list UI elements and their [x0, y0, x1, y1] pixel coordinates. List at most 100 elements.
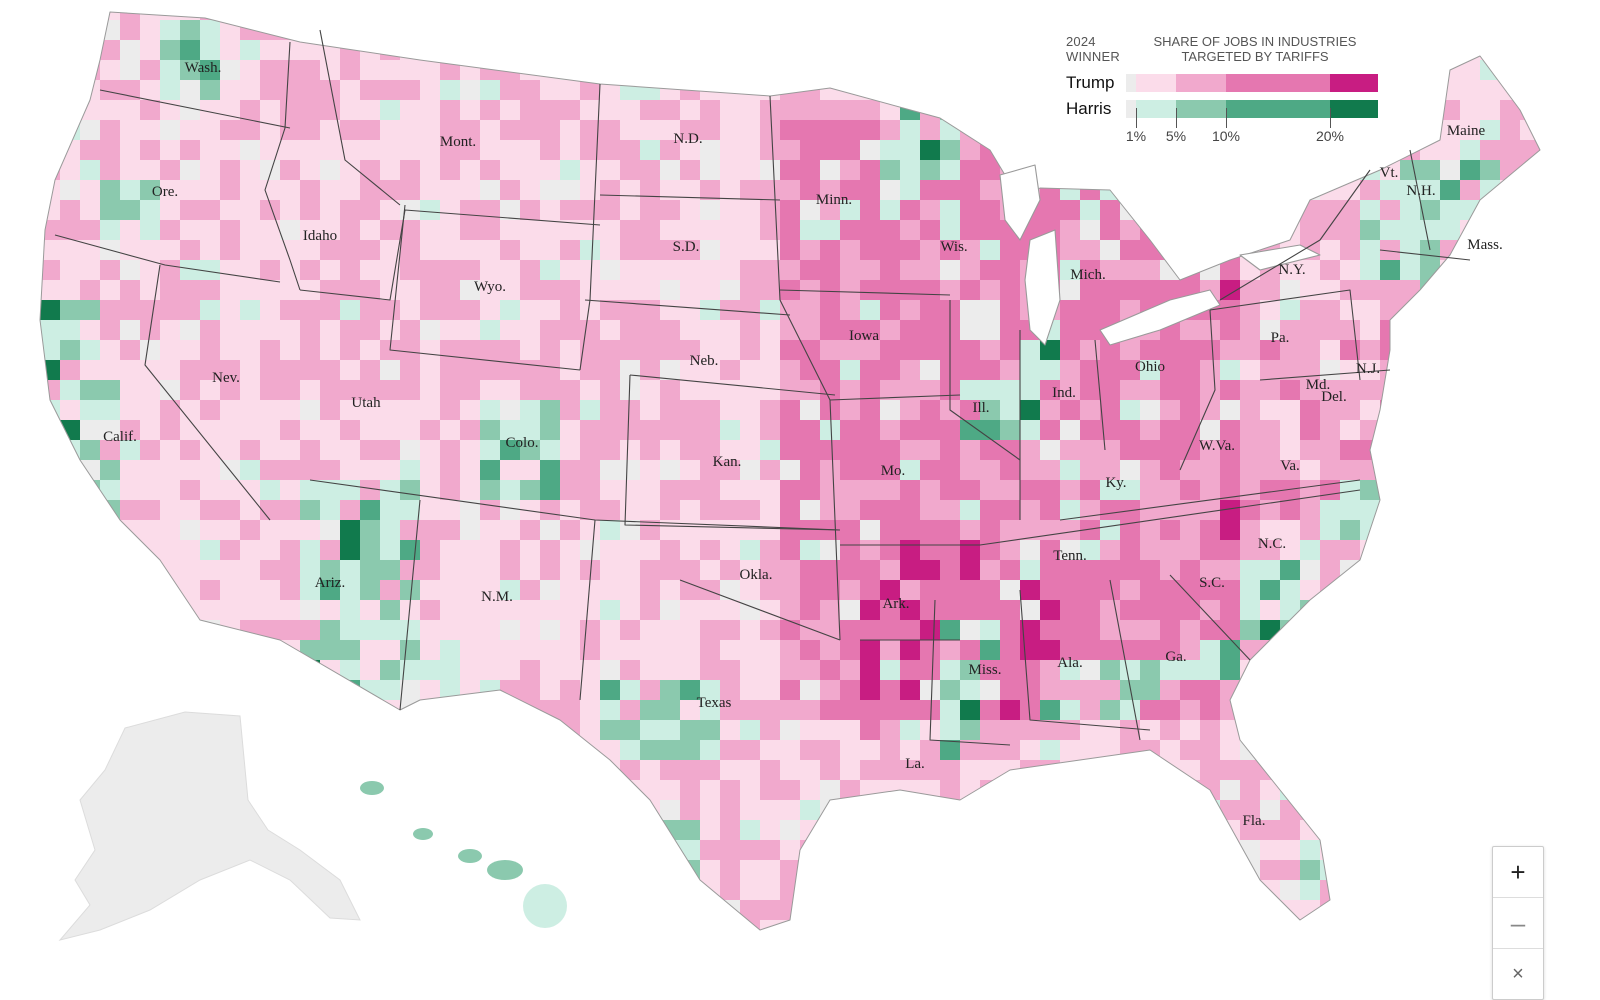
county-cell[interactable]	[260, 920, 280, 940]
county-cell[interactable]	[380, 700, 400, 740]
county-cell[interactable]	[1540, 720, 1560, 740]
county-cell[interactable]	[1120, 240, 1140, 260]
county-cell[interactable]	[40, 0, 60, 20]
county-cell[interactable]	[840, 920, 860, 940]
county-cell[interactable]	[760, 760, 780, 780]
county-cell[interactable]	[1460, 200, 1480, 220]
county-cell[interactable]	[380, 20, 420, 60]
county-cell[interactable]	[940, 60, 960, 80]
county-cell[interactable]	[1080, 420, 1100, 440]
county-cell[interactable]	[800, 680, 820, 700]
county-cell[interactable]	[1300, 440, 1320, 460]
county-cell[interactable]	[1580, 780, 1600, 800]
county-cell[interactable]	[420, 460, 440, 480]
county-cell[interactable]	[1080, 580, 1100, 600]
county-cell[interactable]	[800, 120, 820, 140]
county-cell[interactable]	[780, 400, 800, 420]
county-cell[interactable]	[720, 860, 740, 880]
county-cell[interactable]	[180, 200, 200, 220]
county-cell[interactable]	[1460, 640, 1480, 660]
county-cell[interactable]	[1080, 220, 1100, 240]
county-cell[interactable]	[200, 440, 220, 460]
county-cell[interactable]	[1320, 520, 1340, 540]
county-cell[interactable]	[1420, 560, 1440, 580]
county-cell[interactable]	[1020, 860, 1040, 880]
county-cell[interactable]	[480, 760, 500, 780]
county-cell[interactable]	[720, 680, 740, 700]
county-cell[interactable]	[900, 80, 920, 100]
county-cell[interactable]	[100, 220, 120, 240]
county-cell[interactable]	[1260, 280, 1280, 300]
county-cell[interactable]	[980, 380, 1000, 400]
county-cell[interactable]	[1080, 660, 1100, 680]
county-cell[interactable]	[520, 400, 540, 420]
county-cell[interactable]	[980, 300, 1000, 320]
county-cell[interactable]	[1000, 840, 1020, 860]
county-cell[interactable]	[740, 80, 760, 100]
county-cell[interactable]	[1000, 720, 1020, 740]
county-cell[interactable]	[1060, 480, 1080, 500]
county-cell[interactable]	[1500, 240, 1520, 260]
county-cell[interactable]	[1240, 320, 1260, 340]
county-cell[interactable]	[820, 100, 840, 120]
county-cell[interactable]	[1420, 540, 1440, 560]
county-cell[interactable]	[560, 220, 580, 240]
county-cell[interactable]	[1220, 300, 1240, 320]
county-cell[interactable]	[1460, 600, 1480, 620]
county-cell[interactable]	[1440, 620, 1460, 640]
county-cell[interactable]	[920, 40, 940, 60]
county-cell[interactable]	[780, 820, 800, 840]
county-cell[interactable]	[500, 760, 520, 800]
county-cell[interactable]	[1040, 860, 1060, 880]
county-cell[interactable]	[380, 0, 400, 40]
county-cell[interactable]	[1420, 660, 1440, 680]
county-cell[interactable]	[800, 620, 820, 640]
county-cell[interactable]	[880, 480, 900, 500]
county-cell[interactable]	[1120, 180, 1140, 200]
county-cell[interactable]	[940, 120, 960, 140]
county-cell[interactable]	[820, 760, 840, 780]
county-cell[interactable]	[1060, 880, 1080, 900]
county-cell[interactable]	[1020, 60, 1040, 80]
county-cell[interactable]	[600, 140, 620, 160]
county-cell[interactable]	[0, 220, 20, 240]
county-cell[interactable]	[1340, 420, 1360, 440]
county-cell[interactable]	[840, 180, 860, 200]
county-cell[interactable]	[1040, 380, 1060, 400]
county-cell[interactable]	[80, 620, 100, 640]
county-cell[interactable]	[1140, 200, 1160, 220]
county-cell[interactable]	[0, 620, 20, 660]
county-cell[interactable]	[980, 520, 1000, 540]
county-cell[interactable]	[1520, 240, 1540, 260]
county-cell[interactable]	[1080, 300, 1100, 320]
county-cell[interactable]	[340, 600, 360, 620]
county-cell[interactable]	[920, 460, 940, 480]
county-cell[interactable]	[1180, 180, 1200, 200]
county-cell[interactable]	[1220, 360, 1240, 380]
county-cell[interactable]	[540, 160, 560, 180]
county-cell[interactable]	[1220, 0, 1240, 20]
county-cell[interactable]	[700, 520, 720, 540]
county-cell[interactable]	[780, 740, 800, 760]
county-cell[interactable]	[200, 260, 220, 280]
county-cell[interactable]	[560, 800, 580, 840]
county-cell[interactable]	[20, 460, 40, 480]
county-cell[interactable]	[800, 40, 820, 60]
county-cell[interactable]	[40, 180, 60, 200]
county-cell[interactable]	[1100, 720, 1120, 740]
county-cell[interactable]	[1160, 260, 1180, 280]
county-cell[interactable]	[920, 200, 940, 220]
county-cell[interactable]	[1460, 0, 1480, 20]
county-cell[interactable]	[1500, 480, 1520, 500]
county-cell[interactable]	[120, 580, 140, 620]
county-cell[interactable]	[1340, 340, 1360, 360]
county-cell[interactable]	[420, 840, 460, 860]
county-cell[interactable]	[320, 180, 340, 200]
county-cell[interactable]	[1300, 0, 1320, 20]
county-cell[interactable]	[60, 680, 80, 720]
county-cell[interactable]	[120, 540, 140, 580]
county-cell[interactable]	[720, 160, 740, 180]
county-cell[interactable]	[120, 640, 140, 660]
county-cell[interactable]	[1260, 600, 1280, 620]
county-cell[interactable]	[1200, 820, 1220, 840]
